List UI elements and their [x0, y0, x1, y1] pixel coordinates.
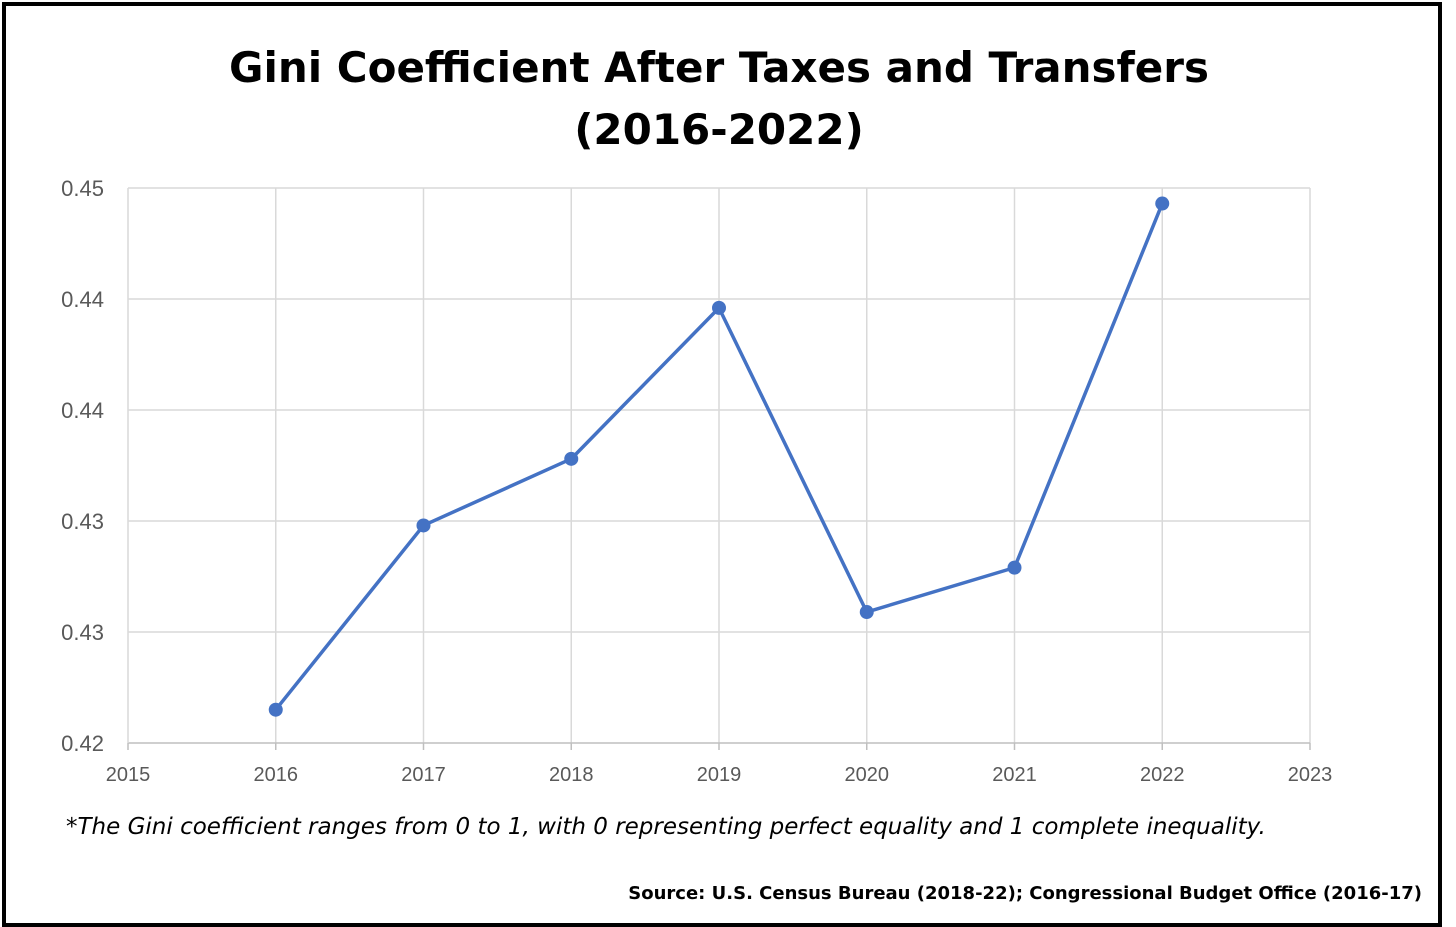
y-tick-label: 0.43 — [61, 509, 104, 534]
x-tick-label: 2018 — [549, 764, 594, 786]
x-tick-label: 2021 — [992, 764, 1037, 786]
data-point — [268, 702, 283, 717]
chart-title-line1: Gini Coefficient After Taxes and Transfe… — [228, 43, 1209, 92]
data-point — [1155, 196, 1170, 211]
x-tick-label: 2015 — [106, 764, 151, 786]
series-layer — [268, 196, 1170, 717]
data-point — [712, 300, 726, 315]
x-tick-label: 2019 — [697, 764, 742, 786]
data-point — [564, 451, 579, 466]
y-tick-label: 0.45 — [61, 176, 104, 201]
x-tick-label: 2023 — [1288, 764, 1333, 786]
x-tick-label: 2022 — [1140, 764, 1185, 786]
x-tick-label: 2017 — [401, 764, 446, 786]
y-tick-label: 0.42 — [61, 731, 104, 756]
data-point — [416, 518, 431, 533]
y-tick-label: 0.43 — [61, 620, 104, 645]
x-tick-label: 2020 — [845, 764, 890, 786]
x-tick-label: 2016 — [254, 764, 299, 786]
chart-title-line2: (2016-2022) — [574, 105, 864, 154]
x-axis-ticks: 2015 2016 2017 2018 2019 2020 2021 2022 2023 — [106, 764, 1333, 786]
y-axis-ticks: 0.42 0.43 0.43 0.44 0.44 0.45 — [61, 176, 104, 756]
axes — [127, 188, 1311, 750]
footnote: *The Gini coefficient ranges from 0 to 1… — [66, 814, 1266, 840]
gridlines — [128, 187, 1311, 743]
y-tick-label: 0.44 — [61, 398, 104, 423]
data-point — [1007, 560, 1022, 575]
y-tick-label: 0.44 — [61, 287, 104, 312]
data-point — [859, 605, 874, 620]
source-note: Source: U.S. Census Bureau (2018-22); Co… — [628, 883, 1422, 904]
